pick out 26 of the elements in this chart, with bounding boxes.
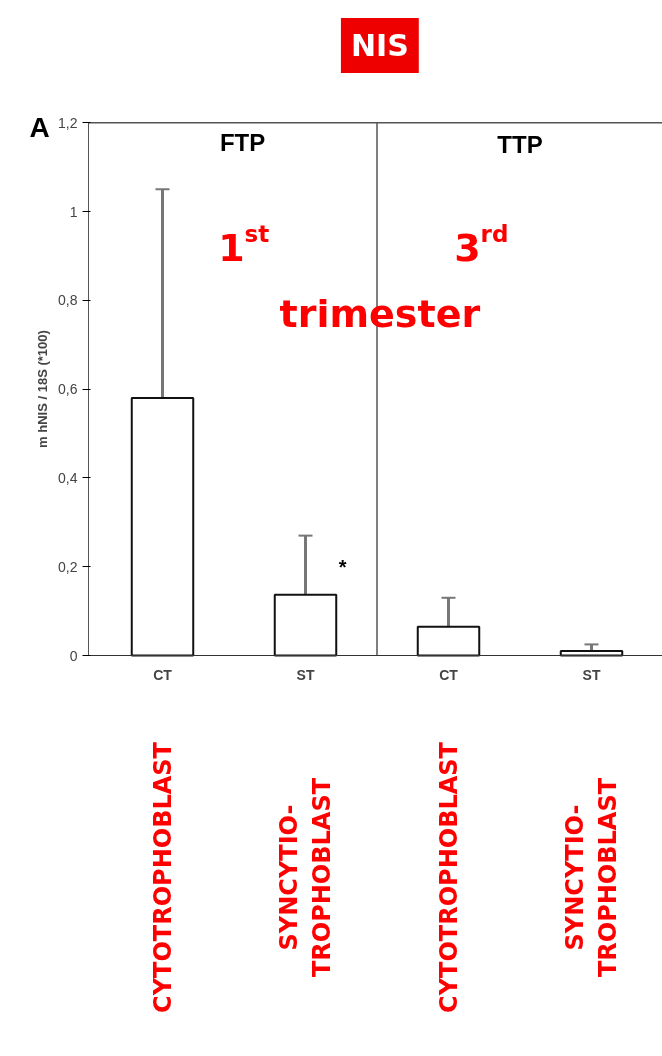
x-tick-label: ST bbox=[296, 666, 315, 683]
bar bbox=[130, 396, 195, 657]
text: A bbox=[29, 111, 50, 143]
y-tick-label: 0,4 bbox=[58, 469, 78, 486]
bar bbox=[559, 650, 624, 657]
text: CYTOTROPHOBLAST bbox=[148, 741, 177, 1013]
y-tick-label: 0,6 bbox=[58, 381, 78, 398]
y-tick-label: 1 bbox=[69, 203, 78, 220]
y-tick-label: 1,2 bbox=[58, 114, 78, 131]
x-tick-label: CT bbox=[153, 666, 173, 683]
annotation: trimester bbox=[279, 291, 481, 336]
bar bbox=[416, 625, 481, 657]
y-tick-label: 0,2 bbox=[58, 558, 78, 575]
annotation: TTP bbox=[497, 131, 543, 159]
x-tick-label: ST bbox=[582, 666, 601, 683]
y-axis-title: m hNIS / 18S (*100) bbox=[35, 330, 51, 448]
x-tick-label: CT bbox=[439, 666, 459, 683]
bar bbox=[273, 593, 338, 657]
annotation: * bbox=[338, 555, 347, 578]
text: SYNCYTIO- TROPHOBLAST bbox=[274, 777, 337, 978]
text: SYNCYTIO- TROPHOBLAST bbox=[560, 777, 623, 978]
text: CYTOTROPHOBLAST bbox=[434, 741, 463, 1013]
y-tick-label: 0,8 bbox=[58, 292, 78, 309]
annotation: FTP bbox=[219, 129, 266, 157]
chart-title: NIS bbox=[350, 27, 409, 63]
y-tick-label: 0 bbox=[69, 647, 78, 664]
